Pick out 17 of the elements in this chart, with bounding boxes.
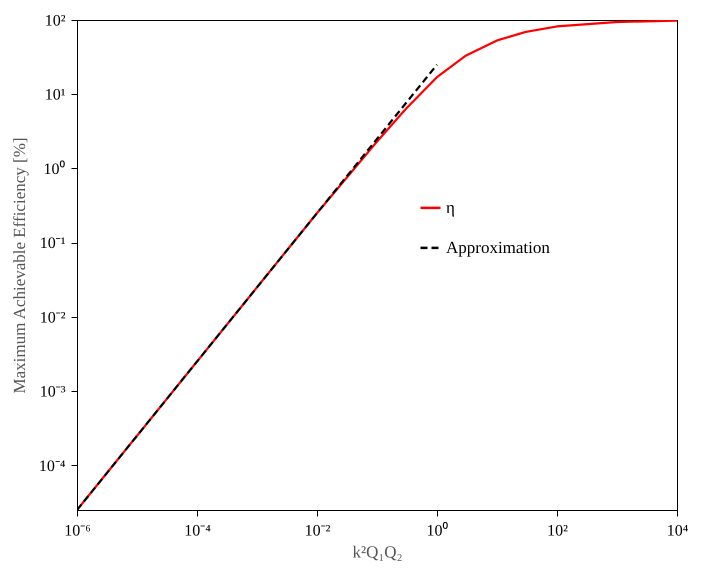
- y-tick-label: 10⁰: [44, 160, 66, 178]
- y-tick-label: 10⁻¹: [40, 235, 66, 252]
- x-tick-label: 10⁻⁴: [184, 522, 212, 540]
- y-tick-label: 10⁻²: [40, 309, 66, 326]
- y-tick-label: 10¹: [44, 86, 66, 104]
- y-tick-label: 10⁻³: [40, 384, 66, 401]
- x-tick-label: 10⁴: [666, 522, 689, 540]
- y-tick-label: 10²: [44, 12, 66, 30]
- x-axis-title: k²Q₁Q₂: [352, 542, 403, 562]
- y-axis-title: Maximum Achievable Efficiency [%]: [10, 137, 29, 394]
- y-tick-label: 10⁻⁴: [38, 458, 66, 475]
- x-tick-label: 10⁰: [426, 522, 448, 540]
- x-tick-label: 10⁻⁶: [64, 522, 91, 540]
- x-tick-label: 10²: [547, 522, 568, 540]
- x-tick-label: 10⁻²: [304, 522, 331, 540]
- legend-label: η: [446, 198, 455, 217]
- legend-label: Approximation: [446, 238, 550, 257]
